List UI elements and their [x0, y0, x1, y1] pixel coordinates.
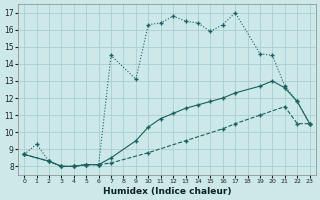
X-axis label: Humidex (Indice chaleur): Humidex (Indice chaleur): [103, 187, 231, 196]
